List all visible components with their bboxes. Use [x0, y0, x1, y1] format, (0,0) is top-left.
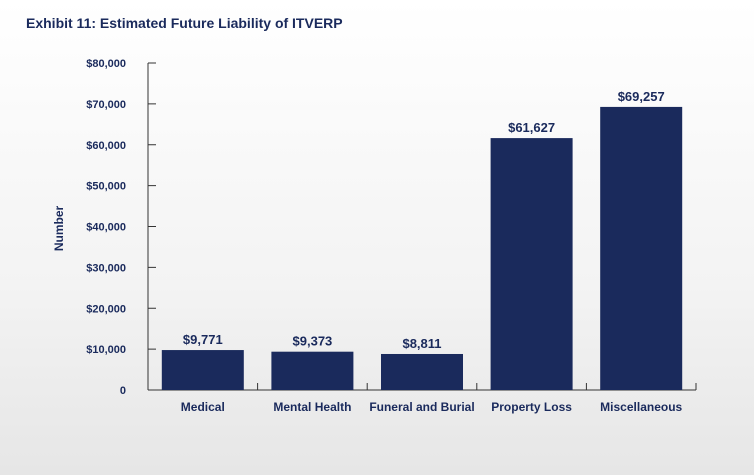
y-tick-label: $20,000	[86, 303, 126, 315]
y-tick-label: $50,000	[86, 181, 126, 193]
bars	[161, 106, 683, 390]
value-label: $61,627	[508, 120, 555, 135]
bar	[161, 350, 244, 390]
y-tick-label: $60,000	[86, 140, 126, 152]
y-tick-label: $10,000	[86, 344, 126, 356]
y-tick-label: $80,000	[86, 58, 126, 70]
y-tick-label: $30,000	[86, 262, 126, 274]
bar	[490, 138, 573, 390]
chart-title: Exhibit 11: Estimated Future Liability o…	[26, 15, 343, 31]
category-label: Mental Health	[273, 400, 351, 414]
y-tick-label: $70,000	[86, 99, 126, 111]
category-label: Medical	[181, 400, 225, 414]
value-labels: $9,771 $9,373 $8,811 $61,627 $69,257	[183, 89, 665, 351]
y-tick-label: 0	[120, 385, 126, 397]
category-label: Property Loss	[491, 400, 572, 414]
value-label: $8,811	[402, 336, 441, 351]
bar	[600, 106, 683, 390]
value-label: $9,771	[183, 332, 223, 347]
value-label: $9,373	[293, 334, 333, 349]
bar	[381, 353, 463, 390]
category-label: Miscellaneous	[600, 400, 682, 414]
y-axis-label: Number	[52, 206, 66, 252]
category-label: Funeral and Burial	[369, 400, 474, 414]
y-tick-label: $40,000	[86, 222, 126, 234]
bar	[271, 351, 354, 390]
y-axis: 0 $10,000 $20,000 $30,000 $40,000 $50,000 $60,…	[86, 58, 156, 397]
category-labels: Medical Mental Health Funeral and Burial Pr…	[181, 400, 683, 414]
value-label: $69,257	[618, 89, 665, 104]
